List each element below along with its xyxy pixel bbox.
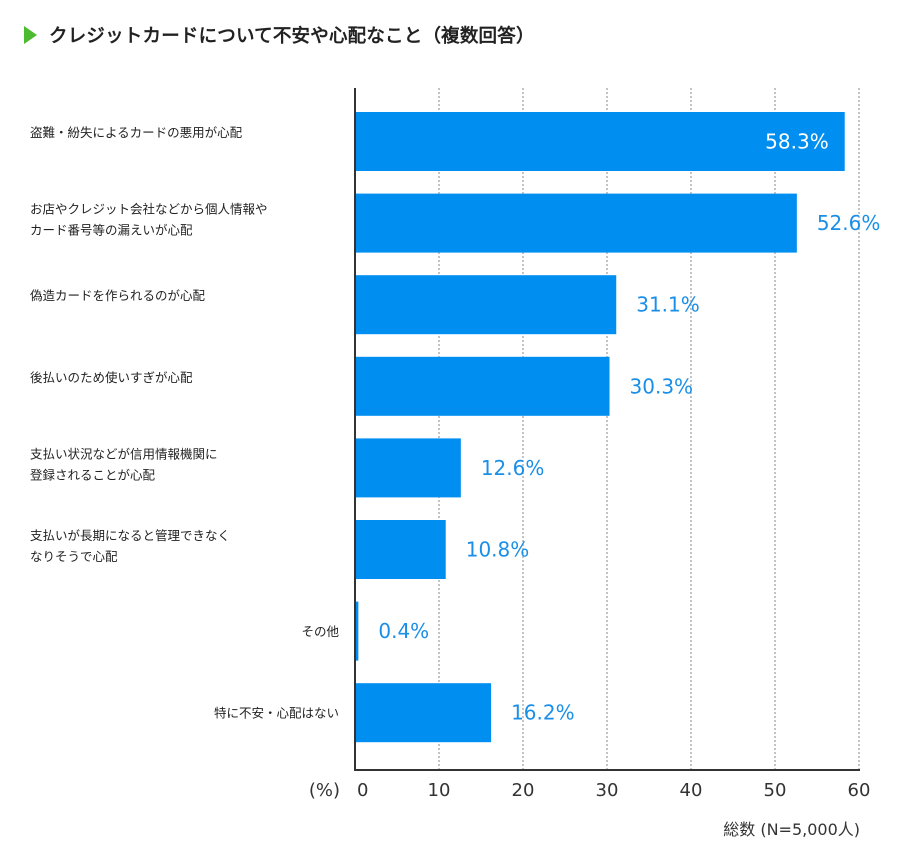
sample-size-note: 総数 (N=5,000人) xyxy=(723,820,860,839)
category-label-2-line-0: 偽造カードを作られるのが心配 xyxy=(30,288,206,303)
category-label-4-line-0: 支払い状況などが信用情報機関に xyxy=(30,446,218,461)
axes xyxy=(354,88,860,771)
category-label-1-line-0: お店やクレジット会社などから個人情報や xyxy=(30,202,268,217)
x-axis-unit-label: (%) xyxy=(309,780,340,801)
x-tick-label-60: 60 xyxy=(848,780,871,801)
bar-5 xyxy=(355,520,446,579)
triangle-marker-icon xyxy=(24,26,37,44)
value-label-7: 16.2% xyxy=(511,701,575,725)
x-tick-label-50: 50 xyxy=(764,780,787,801)
grid-lines xyxy=(438,88,860,770)
labels: 58.3% 盗難・紛失によるカードの悪用が心配 52.6% お店やクレジット会社などか… xyxy=(30,125,880,801)
category-label-0-line-0: 盗難・紛失によるカードの悪用が心配 xyxy=(30,125,243,140)
value-label-1: 52.6% xyxy=(817,211,881,235)
chart-title-text: クレジットカードについて不安や心配なこと（複数回答） xyxy=(49,26,535,47)
value-label-2: 31.1% xyxy=(636,293,700,317)
bar-7 xyxy=(355,683,492,743)
value-label-0: 58.3% xyxy=(765,130,829,154)
bar-0 xyxy=(355,112,845,171)
value-label-6: 0.4% xyxy=(378,619,429,643)
x-tick-label-0: 0 xyxy=(357,780,368,801)
x-tick-label-30: 30 xyxy=(596,780,619,801)
x-tick-label-20: 20 xyxy=(512,780,535,801)
bar-2 xyxy=(355,275,617,335)
category-label-6-line-0: その他 xyxy=(301,624,339,639)
bar-6 xyxy=(355,601,359,661)
value-label-5: 10.8% xyxy=(466,538,530,562)
bar-1 xyxy=(355,193,797,253)
chart-title: クレジットカードについて不安や心配なこと（複数回答） xyxy=(24,20,535,50)
value-label-3: 30.3% xyxy=(630,374,694,398)
bar-3 xyxy=(355,356,610,416)
value-label-4: 12.6% xyxy=(481,456,545,480)
category-label-5-line-1: なりそうで心配 xyxy=(30,549,118,564)
bars xyxy=(355,112,845,743)
category-label-3-line-0: 後払いのため使いすぎが心配 xyxy=(30,370,193,385)
category-label-4-line-1: 登録されることが心配 xyxy=(30,467,156,482)
category-label-1-line-1: カード番号等の漏えいが心配 xyxy=(30,223,193,238)
bar-4 xyxy=(355,438,461,498)
x-tick-label-10: 10 xyxy=(428,780,451,801)
category-label-5-line-0: 支払いが長期になると管理できなく xyxy=(30,528,230,543)
category-label-7-line-0: 特に不安・心配はない xyxy=(214,706,339,721)
x-tick-label-40: 40 xyxy=(680,780,703,801)
